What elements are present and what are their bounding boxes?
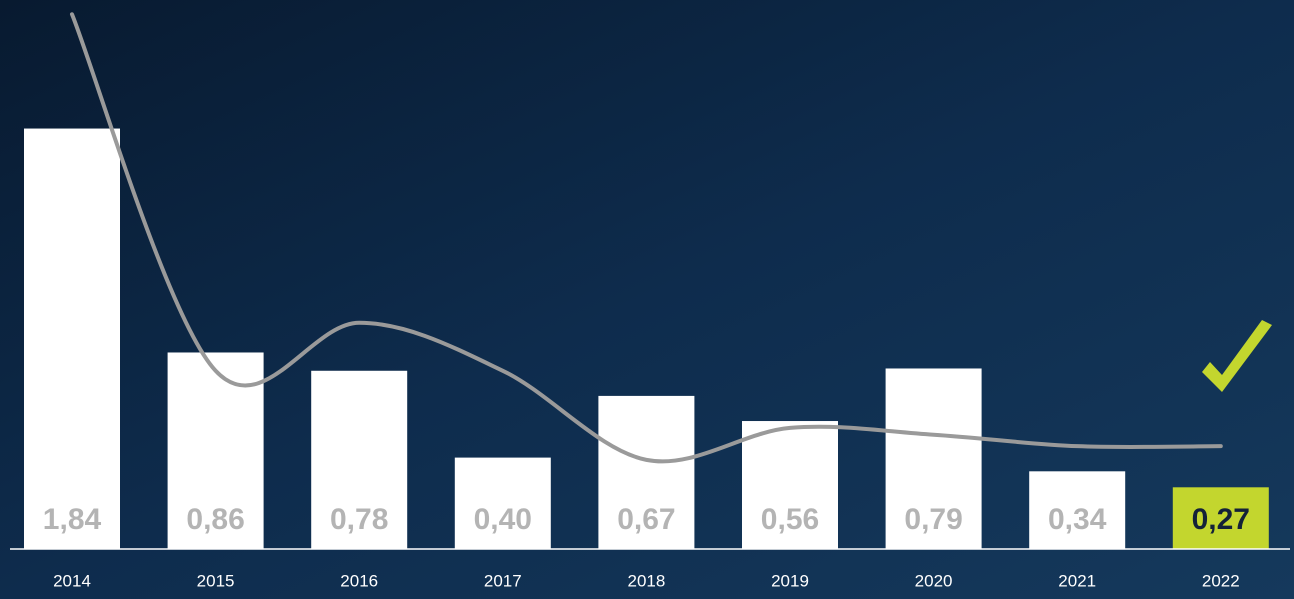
- x-tick-label: 2019: [771, 571, 809, 590]
- x-tick-label: 2018: [627, 571, 665, 590]
- trend-line: [70, 12, 1223, 464]
- x-tick-label: 2017: [484, 571, 522, 590]
- x-tick-label: 2022: [1202, 571, 1240, 590]
- checkmark: [1202, 320, 1272, 392]
- bar: [311, 370, 408, 549]
- bar: [742, 421, 838, 549]
- x-tick-label: 2020: [915, 571, 953, 590]
- bar: [1172, 487, 1269, 549]
- x-tick-label: 2016: [340, 571, 378, 590]
- bar: [598, 395, 695, 549]
- bar: [1029, 471, 1126, 549]
- value-label: 0,67: [617, 503, 675, 536]
- value-label: 0,34: [1048, 503, 1107, 536]
- x-tick-label: 2015: [197, 571, 235, 590]
- value-label: 1,84: [43, 503, 102, 536]
- bar: [454, 457, 551, 549]
- value-label: 0,78: [330, 503, 388, 536]
- value-label: 0,56: [761, 503, 819, 536]
- x-tick-label: 2021: [1058, 571, 1096, 590]
- value-label: 0,40: [474, 503, 532, 536]
- x-tick-label: 2014: [53, 571, 91, 590]
- bar: [24, 128, 120, 550]
- value-label: 0,79: [904, 503, 962, 536]
- value-label: 0,86: [186, 503, 244, 536]
- value-label: 0,27: [1192, 503, 1250, 536]
- bar: [885, 368, 982, 549]
